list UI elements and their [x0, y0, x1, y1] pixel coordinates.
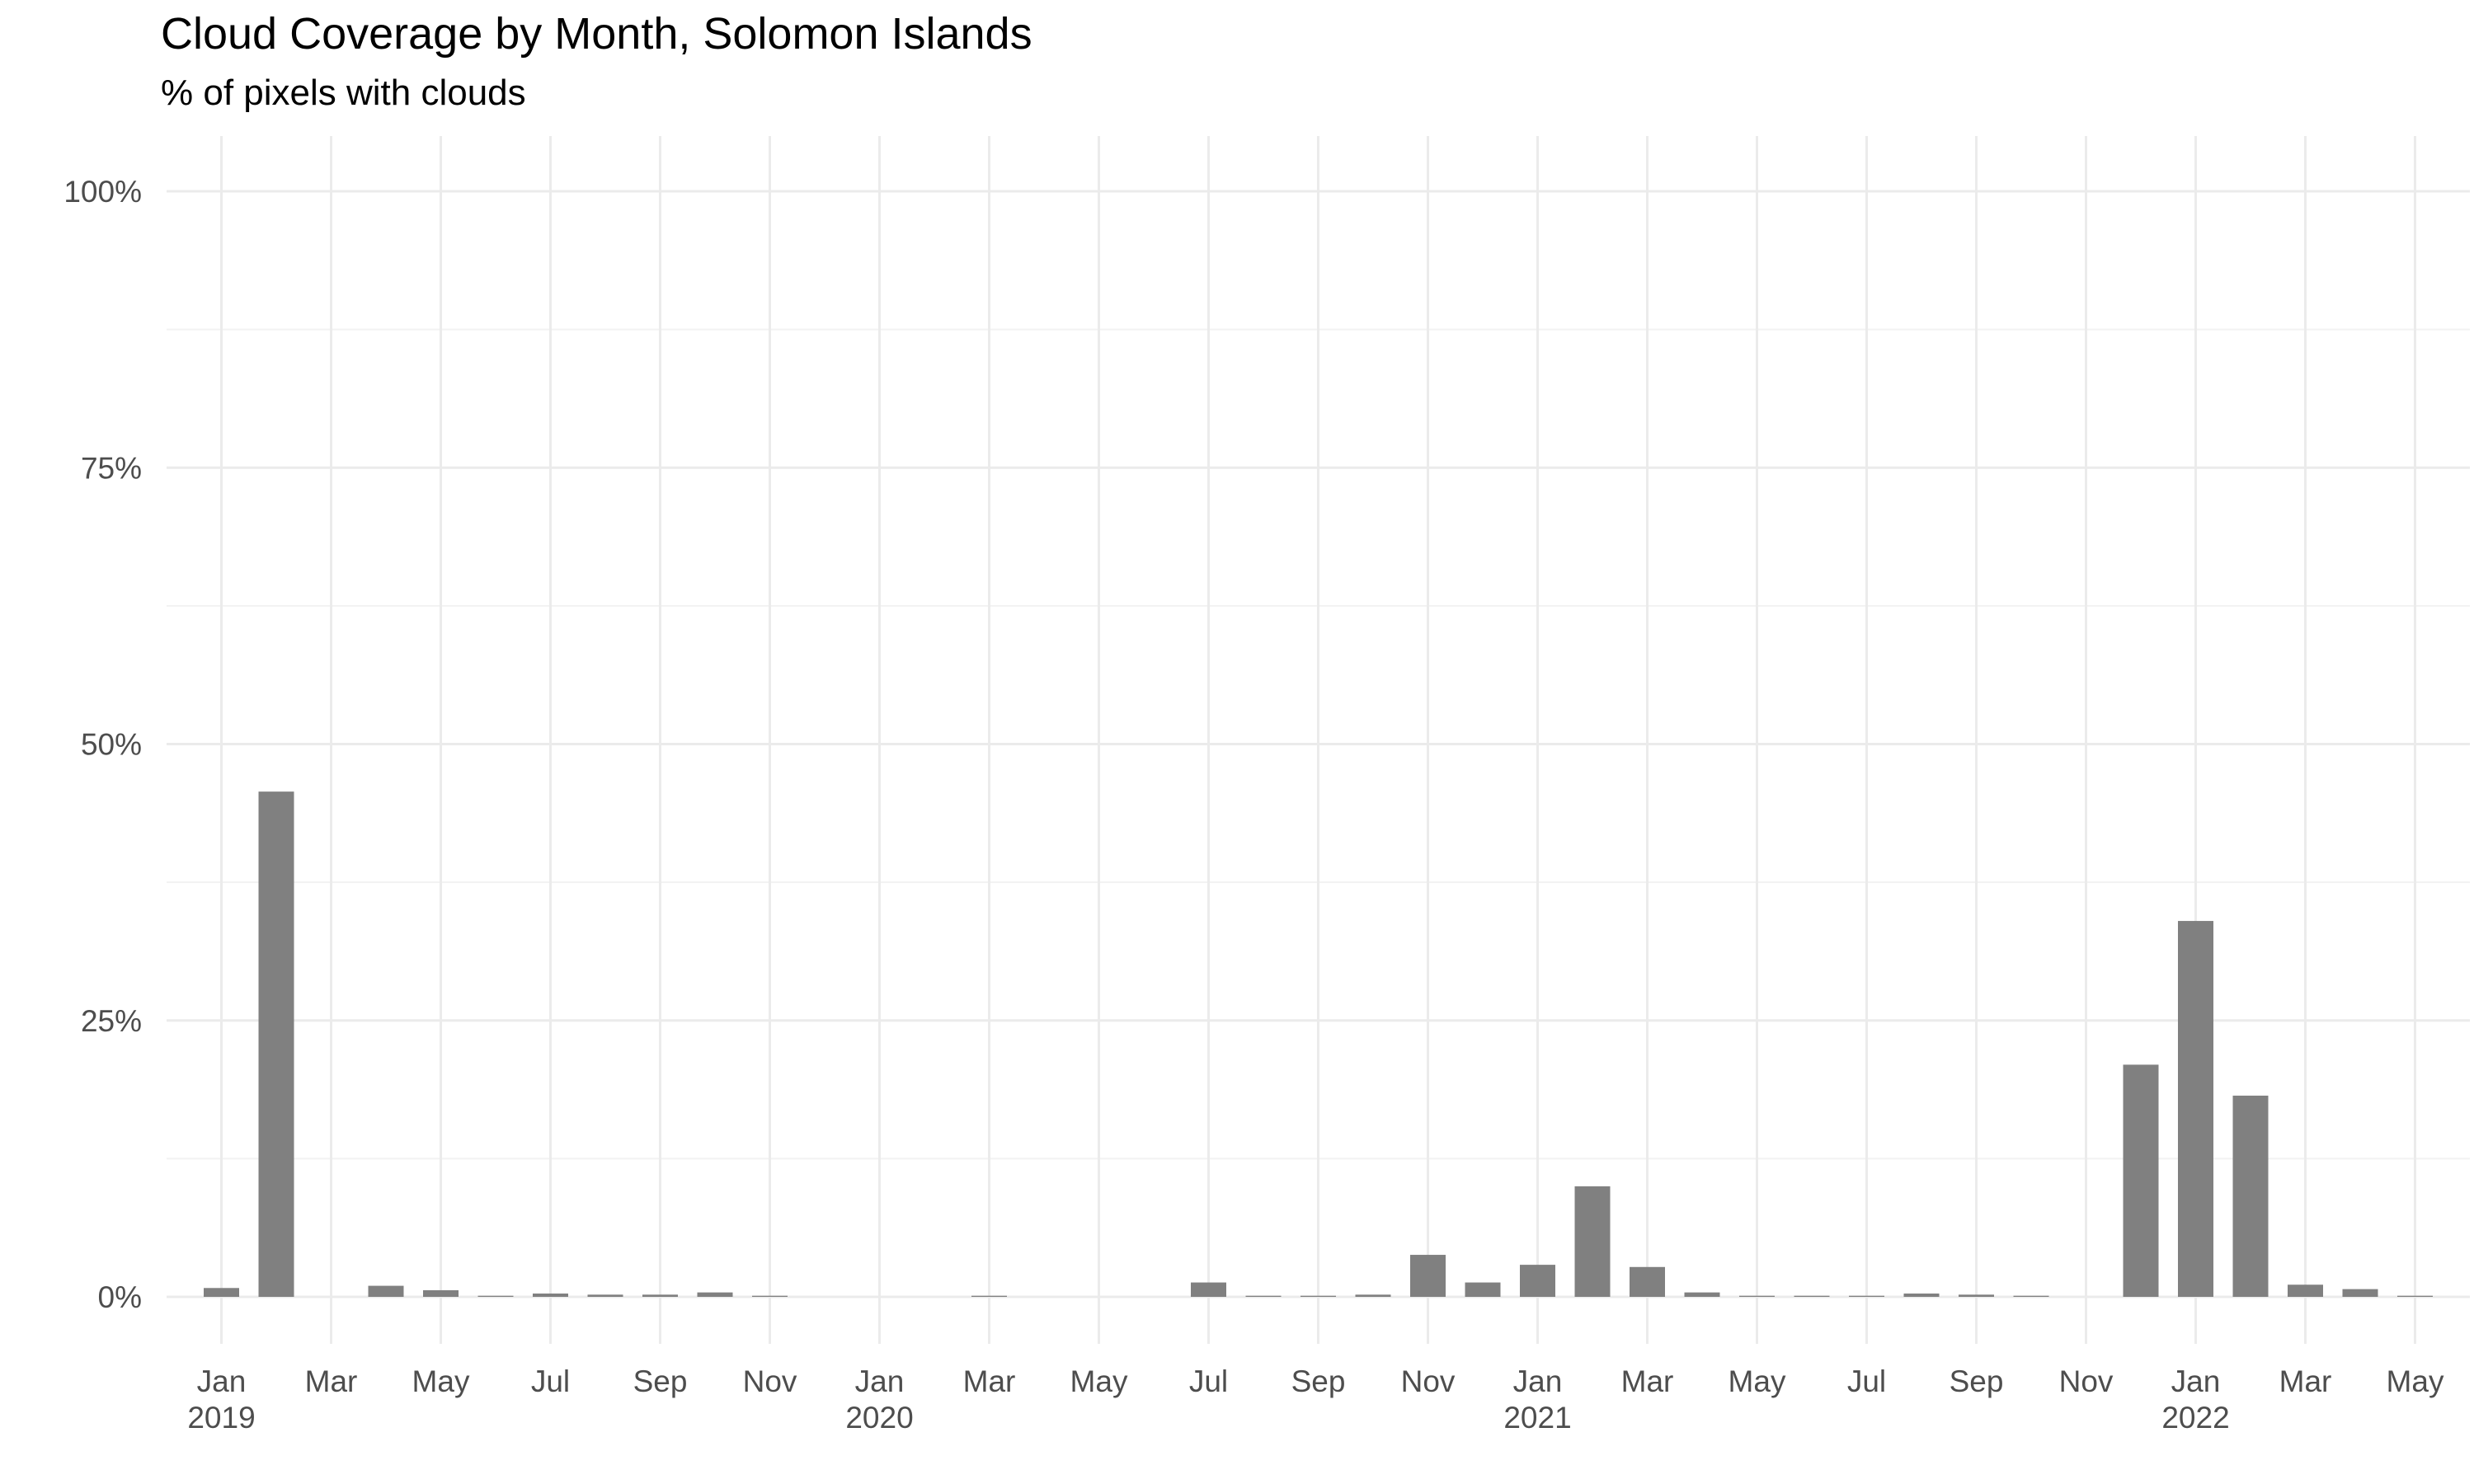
x-tick-label-month: Jul — [1189, 1364, 1228, 1398]
x-tick-label-month: May — [412, 1364, 470, 1398]
bar-2019-05 — [423, 1289, 459, 1297]
bar-2021-01 — [1520, 1265, 1555, 1297]
bar-2019-06 — [477, 1295, 514, 1297]
x-tick-label-month: May — [2387, 1364, 2444, 1398]
x-tick-label-month: Jul — [1847, 1364, 1886, 1398]
bar-2019-07 — [533, 1293, 568, 1297]
bar-2022-01 — [2178, 921, 2213, 1297]
bar-2020-12 — [1465, 1282, 1501, 1297]
y-tick-label: 25% — [81, 1004, 142, 1038]
bar-2021-08 — [1903, 1293, 1940, 1297]
bar-2020-09 — [1300, 1295, 1336, 1297]
x-tick-label-year: 2021 — [1503, 1401, 1571, 1435]
x-tick-label-month: May — [1729, 1364, 1786, 1398]
bar-2021-09 — [1959, 1294, 1994, 1297]
y-tick-label: 0% — [98, 1280, 142, 1314]
bar-2019-02 — [258, 791, 294, 1297]
bar-2019-09 — [642, 1294, 678, 1297]
x-tick-label-month: Mar — [1621, 1364, 1674, 1398]
bar-2019-01 — [204, 1288, 239, 1297]
y-tick-label: 50% — [81, 728, 142, 762]
bar-2020-10 — [1355, 1294, 1391, 1297]
chart-subtitle: % of pixels with clouds — [161, 73, 526, 113]
x-tick-label-month: Jan — [855, 1364, 905, 1398]
bar-2021-05 — [1739, 1295, 1775, 1297]
x-tick-label-month: Sep — [1950, 1364, 2004, 1398]
bar-2019-08 — [587, 1294, 623, 1297]
bar-2021-06 — [1794, 1295, 1830, 1297]
bar-2022-05 — [2397, 1295, 2433, 1297]
x-tick-label-month: Nov — [2059, 1364, 2114, 1398]
x-tick-label-month: Sep — [633, 1364, 688, 1398]
bar-2020-03 — [971, 1295, 1007, 1297]
bar-2019-04 — [368, 1285, 404, 1297]
bar-2020-08 — [1245, 1295, 1282, 1297]
y-tick-label: 75% — [81, 451, 142, 485]
bar-2022-04 — [2342, 1289, 2378, 1297]
bar-2020-11 — [1410, 1255, 1446, 1297]
bar-2021-02 — [1574, 1186, 1611, 1297]
bar-2022-03 — [2288, 1284, 2323, 1297]
x-tick-label-month: Sep — [1291, 1364, 1346, 1398]
bar-2021-07 — [1849, 1295, 1884, 1297]
x-tick-label-month: Nov — [743, 1364, 797, 1398]
bar-2022-02 — [2232, 1095, 2269, 1297]
y-axis-tick-labels: 0% 25% 50% 75% 100% — [63, 175, 142, 1314]
bar-2021-10 — [2013, 1295, 2049, 1297]
x-tick-label-month: May — [1070, 1364, 1128, 1398]
x-tick-label-month: Mar — [305, 1364, 358, 1398]
x-tick-label-month: Jul — [531, 1364, 570, 1398]
x-tick-label-year: 2022 — [2161, 1401, 2229, 1435]
bar-2019-10 — [697, 1292, 733, 1297]
y-tick-label: 100% — [63, 175, 142, 209]
x-tick-label-month: Jan — [1513, 1364, 1563, 1398]
x-tick-label-month: Mar — [2279, 1364, 2332, 1398]
bars — [204, 791, 2433, 1297]
x-tick-label-year: 2019 — [187, 1401, 255, 1435]
x-tick-label-month: Jan — [2171, 1364, 2221, 1398]
x-tick-label-month: Nov — [1401, 1364, 1456, 1398]
x-tick-label-year: 2020 — [845, 1401, 913, 1435]
bar-2021-03 — [1630, 1266, 1665, 1297]
bar-2021-12 — [2123, 1064, 2159, 1297]
bar-2021-04 — [1684, 1292, 1720, 1297]
bar-2019-11 — [752, 1295, 788, 1297]
x-tick-label-month: Mar — [963, 1364, 1016, 1398]
major-gridlines — [167, 136, 2470, 1344]
chart-title: Cloud Coverage by Month, Solomon Islands — [161, 9, 1032, 59]
x-tick-label-month: Jan — [197, 1364, 247, 1398]
bar-2020-07 — [1191, 1282, 1226, 1297]
